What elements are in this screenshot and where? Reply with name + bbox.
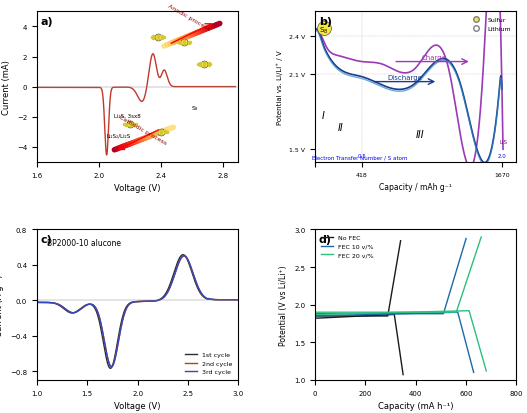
1st cycle — [180, 253, 186, 258]
Text: S₈: S₈ — [192, 106, 198, 111]
Text: Discharge: Discharge — [388, 75, 423, 81]
Text: 2.0: 2.0 — [497, 153, 506, 159]
FEC 20 v/% — [466, 309, 472, 313]
Text: I: I — [321, 111, 325, 121]
Legend: No FEC, FEC 10 v/%, FEC 20 v/%: No FEC, FEC 10 v/%, FEC 20 v/% — [318, 233, 376, 260]
Y-axis label: Current (mA): Current (mA) — [2, 60, 12, 115]
Text: b): b) — [319, 17, 332, 27]
Line: FEC 20 v/%: FEC 20 v/% — [315, 311, 486, 371]
No FEC — [400, 372, 406, 377]
Text: LiS: LiS — [500, 140, 508, 145]
X-axis label: Capacity / mAh g⁻¹: Capacity / mAh g⁻¹ — [379, 183, 452, 192]
2nd cycle — [191, 275, 198, 280]
3rd cycle — [115, 339, 122, 344]
FEC 10 v/% — [331, 313, 337, 318]
No FEC — [323, 316, 329, 320]
Text: 0.5: 0.5 — [357, 153, 366, 159]
FEC 20 v/% — [368, 311, 374, 316]
3rd cycle — [54, 302, 61, 307]
FEC 10 v/% — [364, 312, 370, 317]
Text: Cathodic process: Cathodic process — [118, 114, 167, 145]
3rd cycle — [181, 254, 187, 259]
X-axis label: Capacity (mA h⁻¹): Capacity (mA h⁻¹) — [378, 401, 453, 410]
1st cycle — [195, 287, 201, 292]
FEC 10 v/% — [412, 311, 418, 316]
3rd cycle — [195, 285, 201, 290]
Text: II: II — [337, 123, 343, 133]
Legend: 1st cycle, 2nd cycle, 3rd cycle: 1st cycle, 2nd cycle, 3rd cycle — [182, 349, 235, 377]
3rd cycle — [109, 365, 115, 370]
No FEC — [347, 314, 353, 319]
Text: Anodic process: Anodic process — [167, 3, 211, 31]
1st cycle — [123, 306, 129, 311]
Text: c): c) — [41, 235, 53, 244]
1st cycle — [54, 302, 61, 307]
No FEC — [312, 316, 318, 321]
No FEC — [375, 313, 382, 318]
FEC 10 v/% — [471, 370, 477, 375]
FEC 20 v/% — [435, 309, 442, 314]
FEC 10 v/% — [455, 310, 461, 315]
2nd cycle — [235, 297, 241, 302]
1st cycle — [172, 266, 179, 271]
Line: 2nd cycle: 2nd cycle — [37, 256, 238, 366]
FEC 10 v/% — [426, 311, 433, 316]
FEC 10 v/% — [375, 312, 381, 317]
FEC 20 v/% — [333, 312, 339, 317]
2nd cycle — [54, 302, 61, 307]
1st cycle — [108, 366, 114, 371]
Line: 3rd cycle: 3rd cycle — [37, 256, 238, 367]
Y-axis label: Potential (V vs Li/Li⁺): Potential (V vs Li/Li⁺) — [279, 265, 288, 345]
Text: a): a) — [41, 17, 54, 27]
X-axis label: Voltage (V): Voltage (V) — [114, 184, 161, 192]
1st cycle — [34, 300, 40, 305]
2nd cycle — [115, 338, 122, 343]
No FEC — [340, 315, 347, 320]
FEC 10 v/% — [427, 311, 433, 316]
FEC 20 v/% — [436, 309, 443, 314]
1st cycle — [191, 278, 198, 282]
Text: Charge: Charge — [421, 55, 446, 61]
2nd cycle — [109, 364, 115, 369]
No FEC — [367, 313, 374, 318]
Text: Li₂S, 3sx8: Li₂S, 3sx8 — [114, 114, 141, 119]
3rd cycle — [34, 300, 40, 305]
FEC 20 v/% — [419, 310, 426, 315]
Y-axis label: Current (A g⁻¹): Current (A g⁻¹) — [0, 274, 5, 336]
3rd cycle — [123, 308, 129, 313]
2nd cycle — [172, 270, 179, 275]
Text: S$_8$: S$_8$ — [319, 26, 328, 36]
3rd cycle — [191, 275, 198, 280]
1st cycle — [115, 334, 122, 339]
Legend: Sulfur, Lithium: Sulfur, Lithium — [467, 16, 513, 34]
Line: 1st cycle: 1st cycle — [37, 255, 238, 368]
Line: No FEC: No FEC — [315, 315, 403, 375]
Text: III: III — [416, 129, 424, 140]
3rd cycle — [235, 297, 241, 302]
Text: d): d) — [319, 235, 332, 244]
Text: Electron Transfer Number / S atom: Electron Transfer Number / S atom — [312, 155, 407, 160]
Y-axis label: Potential vs. Li/Li⁺ / V: Potential vs. Li/Li⁺ / V — [277, 50, 284, 125]
X-axis label: Voltage (V): Voltage (V) — [114, 401, 161, 410]
2nd cycle — [195, 285, 201, 290]
2nd cycle — [123, 308, 129, 313]
Text: BP2000-10 alucone: BP2000-10 alucone — [47, 239, 121, 248]
FEC 10 v/% — [312, 314, 318, 319]
No FEC — [391, 312, 397, 317]
FEC 20 v/% — [379, 311, 386, 316]
2nd cycle — [181, 254, 187, 259]
2nd cycle — [34, 300, 40, 305]
Line: FEC 10 v/%: FEC 10 v/% — [315, 313, 474, 373]
Text: Li₂S₂/Li₂S: Li₂S₂/Li₂S — [106, 133, 131, 138]
FEC 20 v/% — [483, 368, 490, 373]
1st cycle — [235, 297, 241, 302]
FEC 20 v/% — [312, 312, 318, 317]
No FEC — [376, 313, 382, 318]
3rd cycle — [172, 270, 179, 275]
